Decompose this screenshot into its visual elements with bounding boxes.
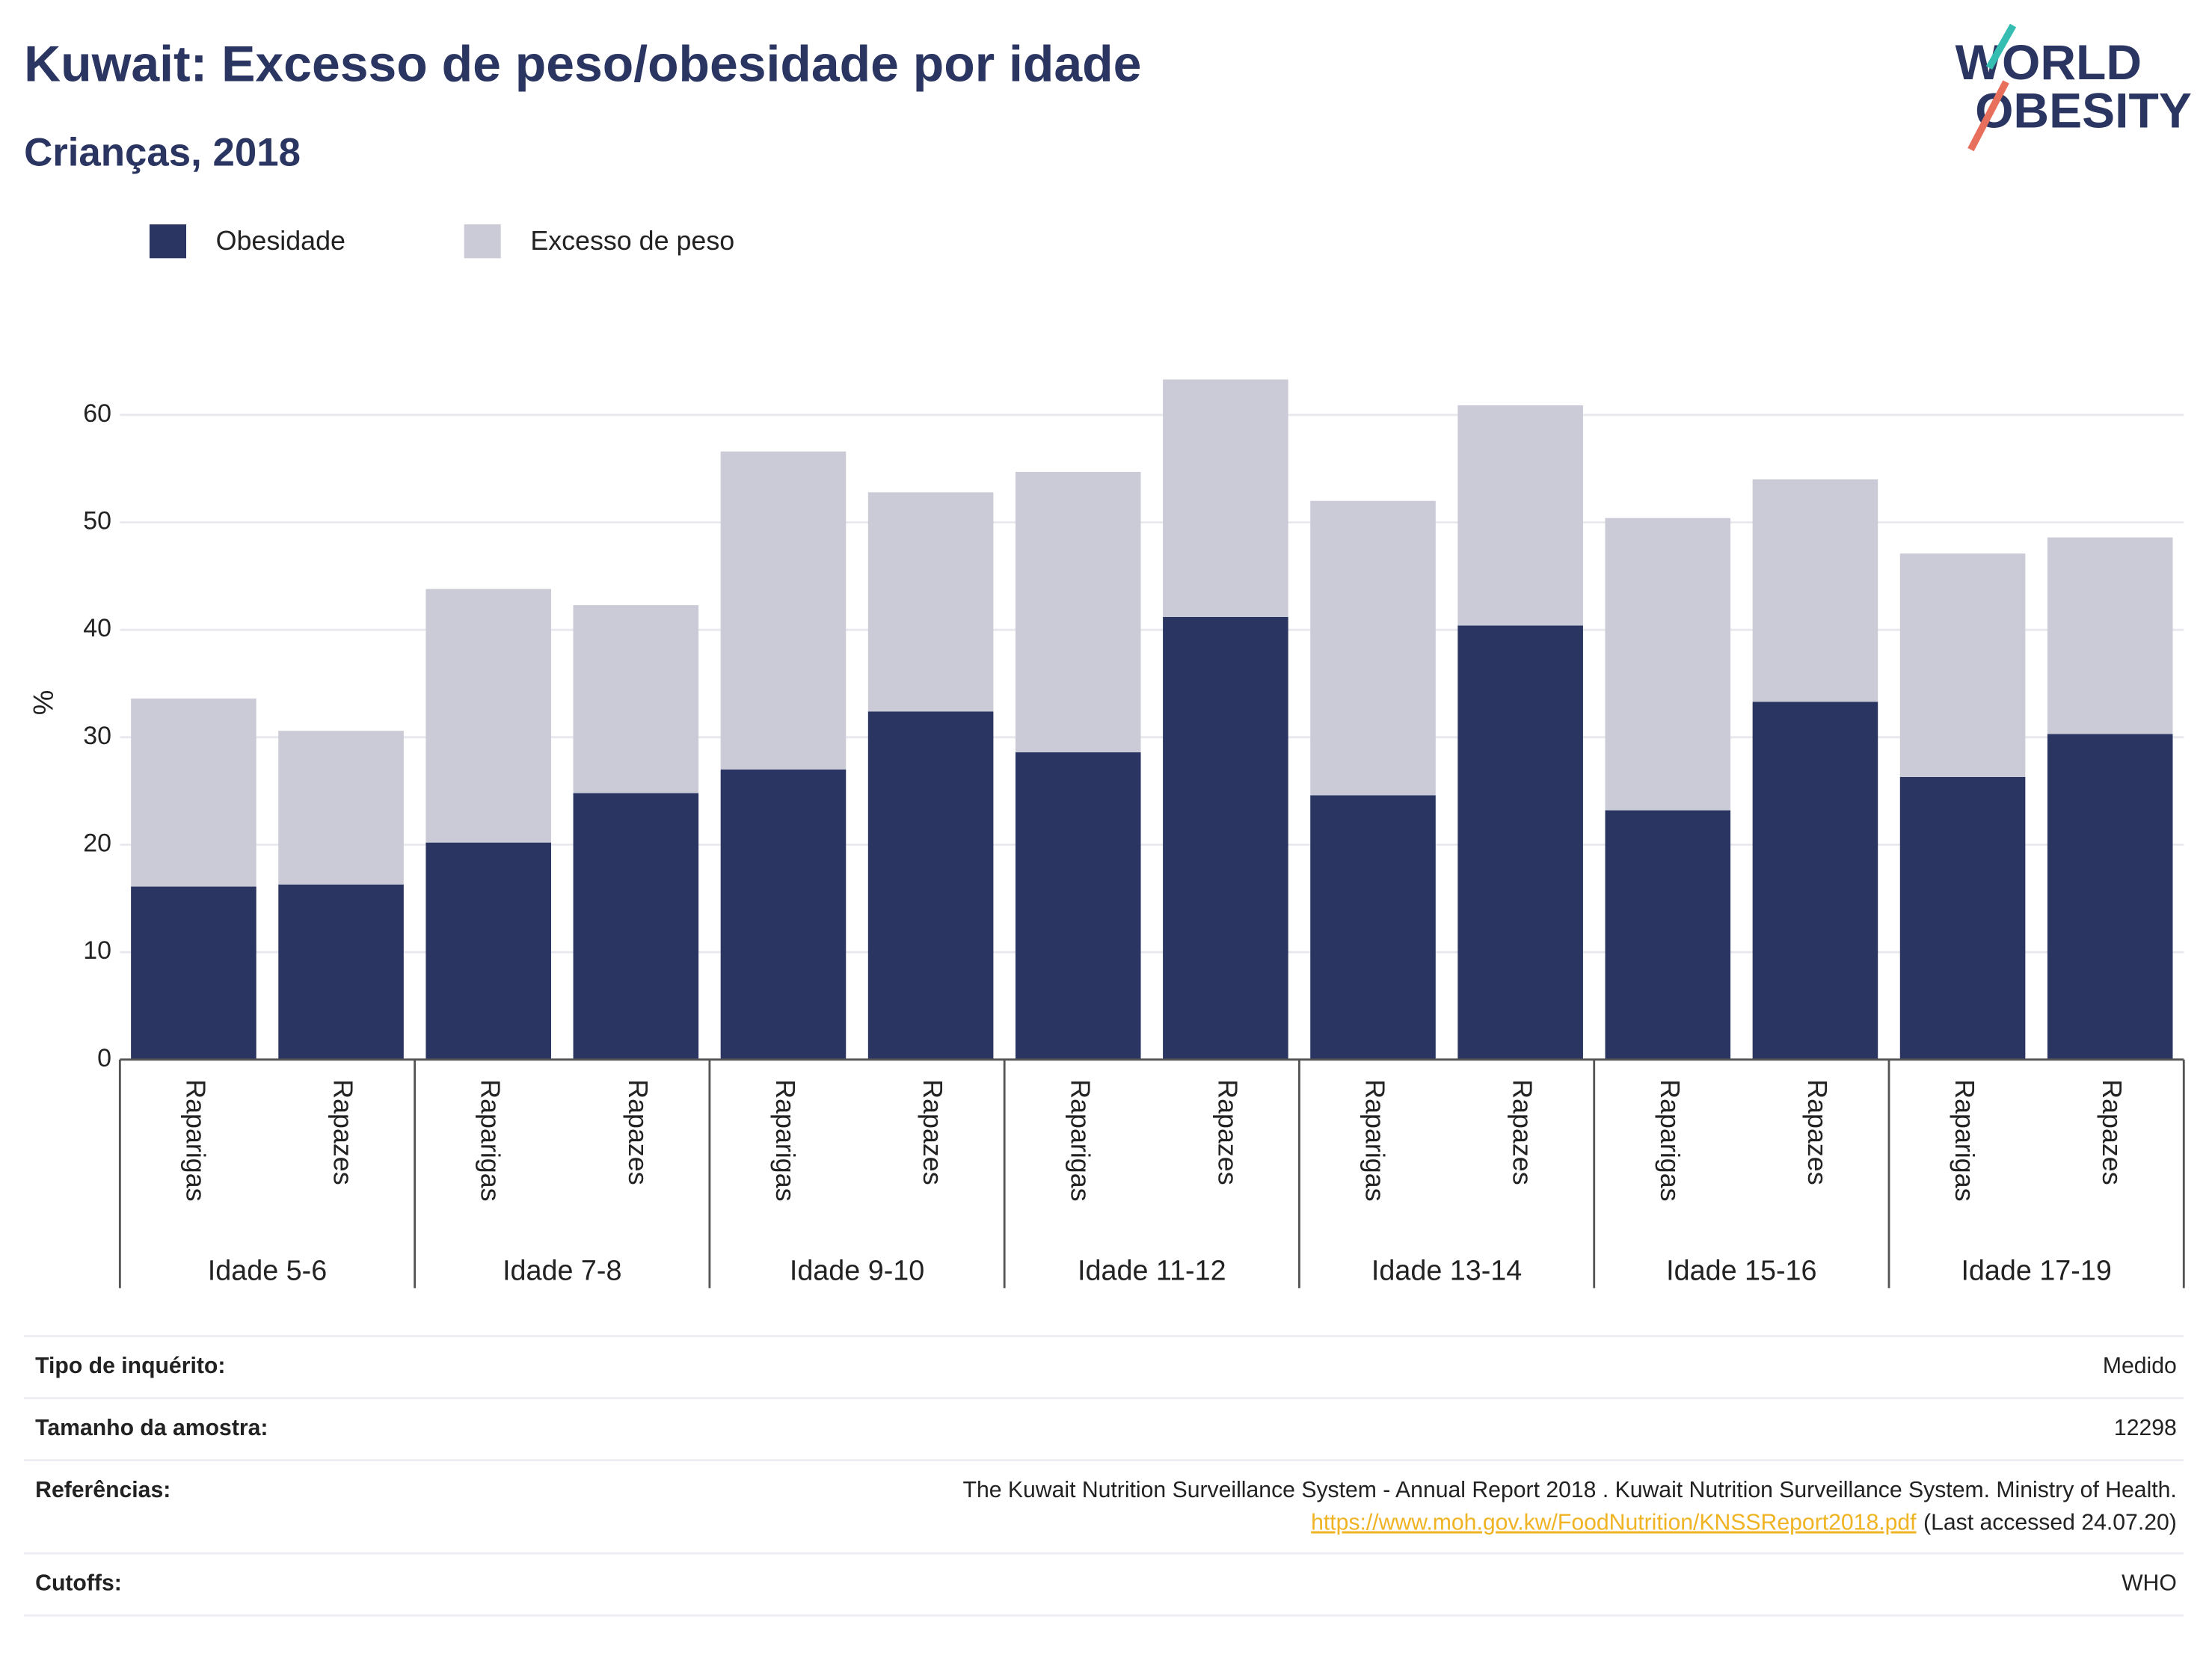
legend-swatch bbox=[464, 224, 501, 259]
logo-text: OBESITY bbox=[1975, 82, 2192, 138]
x-group-label: Idade 13-14 bbox=[1371, 1255, 1522, 1286]
bar bbox=[131, 886, 256, 1060]
bar bbox=[278, 884, 404, 1060]
info-label: Tamanho da amostra: bbox=[35, 1416, 268, 1440]
bar bbox=[1605, 518, 1731, 811]
bar bbox=[278, 731, 404, 885]
bar bbox=[1899, 553, 2026, 777]
x-tick-label: Raparigas bbox=[180, 1079, 210, 1201]
bar bbox=[1015, 752, 1141, 1060]
info-value: Medido bbox=[2103, 1354, 2177, 1378]
x-tick-label: Raparigas bbox=[1360, 1079, 1390, 1201]
info-value: The Kuwait Nutrition Surveillance System… bbox=[963, 1478, 2177, 1502]
bar bbox=[1310, 500, 1436, 796]
x-group-label: Idade 11-12 bbox=[1078, 1255, 1226, 1286]
x-group-label: Idade 9-10 bbox=[790, 1255, 924, 1286]
y-tick-label: 0 bbox=[97, 1044, 111, 1072]
x-tick-label: Rapazes bbox=[1212, 1079, 1242, 1185]
x-tick-label: Raparigas bbox=[476, 1079, 506, 1201]
info-value: WHO bbox=[2122, 1571, 2177, 1596]
bar bbox=[1457, 625, 1583, 1060]
y-tick-label: 30 bbox=[83, 722, 111, 750]
x-tick-label: Raparigas bbox=[1655, 1079, 1685, 1201]
chart-title: Kuwait: Excesso de peso/obesidade por id… bbox=[24, 37, 1141, 93]
x-tick-label: Rapazes bbox=[2097, 1079, 2127, 1185]
bar bbox=[720, 769, 847, 1060]
y-tick-label: 10 bbox=[83, 936, 111, 965]
logo-slash bbox=[1985, 23, 2017, 70]
info-label: Cutoffs: bbox=[35, 1571, 122, 1596]
x-tick-label: Rapazes bbox=[1508, 1079, 1537, 1185]
bar bbox=[1163, 616, 1288, 1060]
y-tick-label: 50 bbox=[83, 506, 111, 535]
bar bbox=[2047, 734, 2173, 1060]
x-tick-label: Rapazes bbox=[918, 1079, 947, 1185]
bar bbox=[425, 589, 551, 843]
bar bbox=[573, 793, 699, 1060]
legend-label: Obesidade bbox=[216, 226, 345, 256]
bar bbox=[1163, 379, 1288, 617]
bar bbox=[1310, 795, 1436, 1060]
bar bbox=[131, 698, 256, 887]
logo-slash bbox=[1967, 80, 2009, 152]
y-tick-label: 60 bbox=[83, 399, 111, 428]
x-tick-label: Rapazes bbox=[623, 1079, 653, 1185]
bar bbox=[867, 492, 994, 712]
info-label: Tipo de inquérito: bbox=[35, 1354, 225, 1378]
x-group-label: Idade 7-8 bbox=[503, 1255, 621, 1286]
x-tick-label: Raparigas bbox=[1065, 1079, 1095, 1201]
x-group-label: Idade 5-6 bbox=[208, 1255, 327, 1286]
bar bbox=[2047, 537, 2173, 734]
chart-subtitle: Crianças, 2018 bbox=[24, 131, 301, 175]
x-group-label: Idade 15-16 bbox=[1666, 1255, 1816, 1286]
info-value: 12298 bbox=[2114, 1416, 2177, 1440]
bar bbox=[1457, 405, 1583, 626]
logo-text: WORLD bbox=[1956, 34, 2142, 90]
x-tick-label: Rapazes bbox=[1802, 1079, 1832, 1185]
x-tick-label: Raparigas bbox=[770, 1079, 800, 1201]
bar bbox=[1605, 810, 1731, 1060]
legend-label: Excesso de peso bbox=[530, 226, 734, 256]
info-link: https://www.moh.gov.kw/FoodNutrition/KNS… bbox=[1311, 1510, 1917, 1535]
bar bbox=[720, 451, 847, 770]
y-axis-label: % bbox=[27, 690, 58, 716]
bar bbox=[573, 605, 699, 793]
bar bbox=[1752, 479, 1878, 702]
bar bbox=[1015, 471, 1141, 752]
bar bbox=[1752, 701, 1878, 1060]
legend-swatch bbox=[149, 224, 187, 259]
y-tick-label: 40 bbox=[83, 614, 111, 642]
info-label: Referências: bbox=[35, 1478, 170, 1502]
info-link-line: https://www.moh.gov.kw/FoodNutrition/KNS… bbox=[1311, 1510, 2177, 1535]
x-tick-label: Rapazes bbox=[328, 1079, 358, 1185]
y-tick-label: 20 bbox=[83, 829, 111, 857]
bar bbox=[425, 842, 551, 1060]
bar bbox=[867, 711, 994, 1060]
info-note: (Last accessed 24.07.20) bbox=[1923, 1510, 2177, 1535]
x-tick-label: Raparigas bbox=[1950, 1079, 1979, 1201]
x-group-label: Idade 17-19 bbox=[1961, 1255, 2111, 1286]
bar bbox=[1899, 776, 2026, 1060]
